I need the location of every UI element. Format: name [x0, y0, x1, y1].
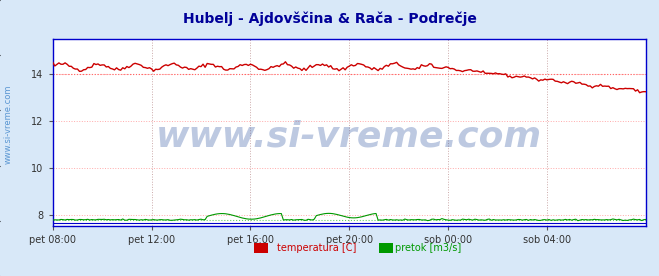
Bar	[379, 243, 393, 253]
Text: www.si-vreme.com: www.si-vreme.com	[156, 119, 542, 153]
Text: www.si-vreme.com: www.si-vreme.com	[3, 84, 13, 164]
Bar	[254, 243, 268, 253]
Text: pretok [m3/s]: pretok [m3/s]	[395, 243, 462, 253]
Text: Hubelj - Ajdovščina & Rača - Podrečje: Hubelj - Ajdovščina & Rača - Podrečje	[183, 11, 476, 26]
Text: temperatura [C]: temperatura [C]	[277, 243, 356, 253]
